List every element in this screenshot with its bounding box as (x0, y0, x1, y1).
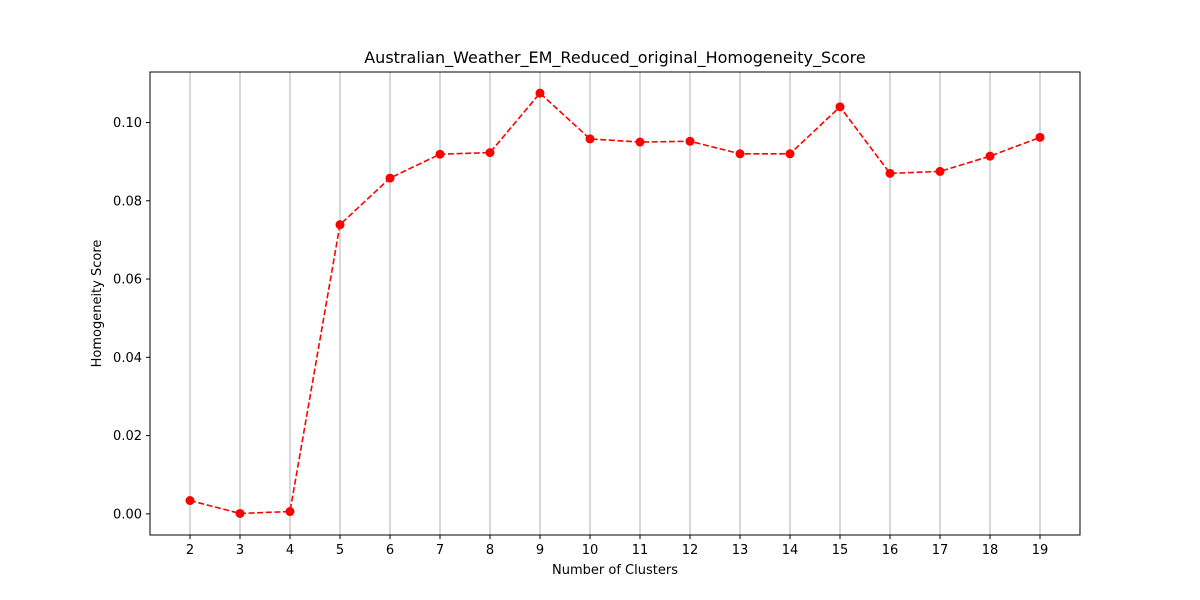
y-axis-title: Homogeneity Score (90, 240, 105, 368)
x-tick-label: 2 (186, 543, 194, 558)
x-tick-label: 7 (436, 543, 444, 558)
y-tick-label: 0.04 (113, 351, 142, 366)
chart-title: Australian_Weather_EM_Reduced_original_H… (364, 48, 866, 68)
x-tick-label: 3 (236, 543, 244, 558)
y-tick-label: 0.02 (113, 429, 142, 444)
x-tick-label: 9 (536, 543, 544, 558)
data-point (285, 507, 295, 517)
x-tick-label: 10 (582, 543, 599, 558)
data-point (185, 496, 195, 506)
y-tick-label: 0.00 (113, 507, 142, 522)
x-tick-label: 16 (882, 543, 899, 558)
data-point (785, 149, 795, 159)
data-point (935, 166, 945, 176)
data-point (485, 148, 495, 158)
data-point (885, 168, 895, 178)
x-tick-label: 5 (336, 543, 344, 558)
data-point (535, 88, 545, 98)
y-tick-label: 0.06 (113, 273, 142, 288)
data-point (235, 508, 245, 518)
y-axis-ticks: 0.00 0.02 0.04 0.06 0.08 0.10 (113, 116, 150, 522)
data-point (685, 136, 695, 146)
data-point (1035, 132, 1045, 142)
series-line (189, 91, 1041, 515)
x-axis-ticks: 2 3 4 5 6 7 8 9 10 11 12 13 14 15 16 17 18 19 (186, 535, 1048, 558)
x-tick-label: 14 (782, 543, 799, 558)
x-axis-title: Number of Clusters (552, 563, 678, 578)
x-tick-label: 18 (982, 543, 999, 558)
grid-layer (189, 72, 1041, 535)
x-tick-label: 12 (682, 543, 699, 558)
x-tick-label: 4 (286, 543, 294, 558)
data-point (985, 151, 995, 161)
data-point (735, 149, 745, 159)
x-tick-label: 19 (1032, 543, 1049, 558)
data-point (335, 220, 345, 230)
x-tick-label: 6 (386, 543, 394, 558)
x-tick-label: 17 (932, 543, 949, 558)
series-layer (185, 88, 1045, 518)
x-tick-label: 8 (486, 543, 494, 558)
y-tick-label: 0.10 (113, 116, 142, 131)
data-point (635, 137, 645, 147)
x-tick-label: 13 (732, 543, 749, 558)
data-point (835, 102, 845, 112)
data-point (585, 134, 595, 144)
x-tick-label: 15 (832, 543, 849, 558)
data-point (385, 173, 395, 183)
plot-frame (149, 71, 1081, 536)
data-point (435, 149, 445, 159)
x-tick-label: 11 (632, 543, 649, 558)
y-tick-label: 0.08 (113, 194, 142, 209)
